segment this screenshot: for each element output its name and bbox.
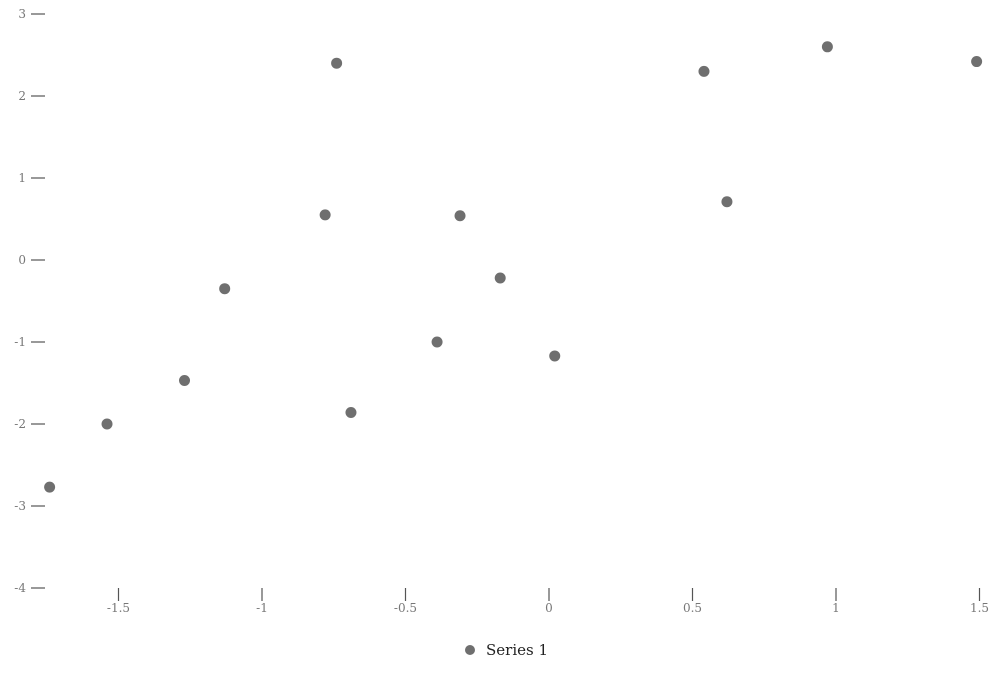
legend-label: Series 1 [486, 641, 548, 659]
data-point [431, 336, 443, 348]
data-point [345, 407, 357, 419]
data-point [179, 375, 191, 387]
data-point [494, 272, 506, 284]
x-tick-label: 1.5 [970, 601, 989, 615]
x-tick-label: 0.5 [683, 601, 702, 615]
y-tick-label: -1 [14, 335, 26, 349]
y-axis: 3 2 1 0 -1 -2 -3 -4 [14, 7, 45, 595]
y-tick-label: 0 [18, 253, 26, 267]
data-point [698, 65, 710, 77]
x-tick-label: -0.5 [394, 601, 417, 615]
y-tick-label: -3 [14, 499, 26, 513]
data-point [331, 57, 343, 69]
y-tick-label: 2 [18, 89, 26, 103]
data-point [821, 41, 833, 53]
legend-marker [465, 645, 475, 655]
data-point [721, 196, 733, 208]
y-tick-label: -2 [14, 417, 26, 431]
data-point [101, 418, 113, 430]
data-point [454, 210, 466, 222]
legend: Series 1 [465, 641, 548, 659]
y-tick-label: -4 [14, 581, 26, 595]
y-tick-label: 1 [18, 171, 26, 185]
data-point [319, 209, 331, 221]
data-point [549, 350, 561, 362]
data-points [44, 41, 983, 493]
x-tick-label: -1 [256, 601, 268, 615]
x-tick-label: 0 [545, 601, 553, 615]
data-point [44, 481, 56, 493]
x-axis: -1.5 -1 -0.5 0 0.5 1 1.5 [107, 588, 989, 615]
data-point [971, 56, 983, 68]
y-tick-label: 3 [18, 7, 26, 21]
x-tick-label: -1.5 [107, 601, 130, 615]
x-tick-label: 1 [832, 601, 840, 615]
data-point [219, 283, 231, 295]
